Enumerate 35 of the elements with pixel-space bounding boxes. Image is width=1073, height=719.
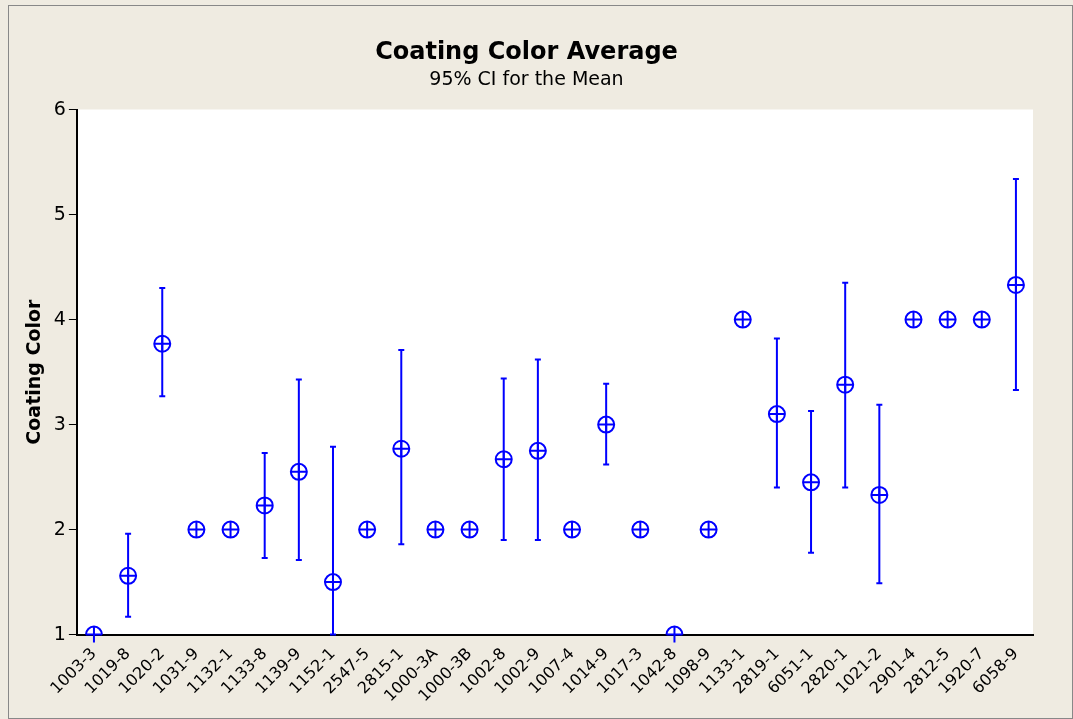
point [153,334,172,353]
point [1006,275,1025,294]
y-tick-label: 2 [53,516,66,539]
point [802,473,821,492]
point [699,520,718,539]
point [460,520,479,539]
point [938,310,957,329]
point [904,310,923,329]
y-tick-label: 3 [53,411,66,434]
point [733,310,752,329]
point [392,439,411,458]
point [631,520,650,539]
point [358,520,377,539]
chart-title: Coating Color Average [375,36,678,65]
y-axis-title: Coating Color [22,298,45,445]
point [221,520,240,539]
point [289,462,308,481]
point [563,520,582,539]
y-tick-label: 5 [53,201,66,224]
y-tick-label: 4 [53,306,66,329]
y-tick-label: 6 [53,96,66,119]
point [323,573,342,592]
point [528,441,547,460]
point [767,405,786,424]
point [597,415,616,434]
point [836,375,855,394]
chart-subtitle: 95% CI for the Mean [429,67,624,90]
point [187,520,206,539]
point [255,496,274,515]
point [870,485,889,504]
y-tick-label: 1 [53,621,66,644]
point [119,566,138,585]
point [972,310,991,329]
point [494,450,513,469]
point [426,520,445,539]
